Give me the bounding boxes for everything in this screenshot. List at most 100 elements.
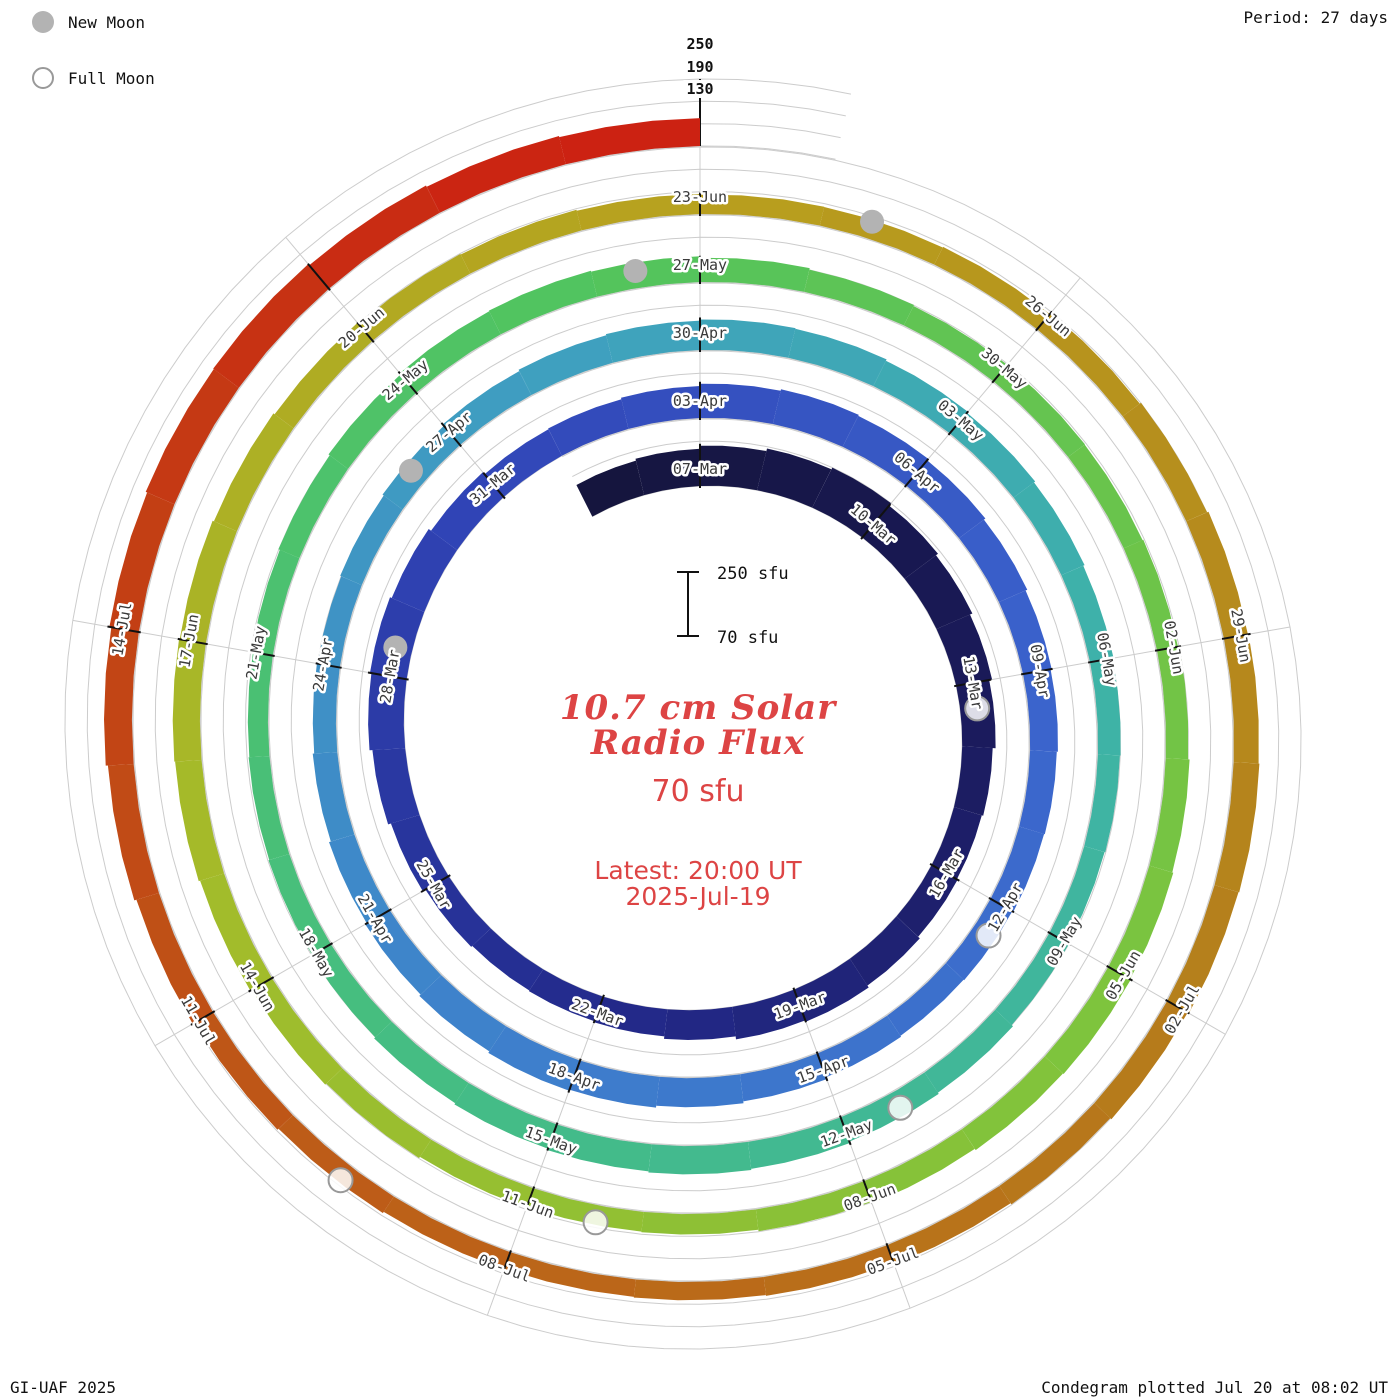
flux-segment [340,495,403,586]
flux-segment [472,928,544,991]
date-label: 03-Apr [673,392,727,410]
flux-segment [896,864,958,937]
flux-segment [794,958,869,1022]
new-moon-icon [32,11,54,33]
flux-segment [931,807,982,880]
flux-segment [425,876,491,947]
flux-segment [1049,846,1105,944]
date-label: 23-Jun [673,188,727,206]
flux-segment [109,492,175,632]
day-tick [307,263,331,291]
flux-segment [368,673,407,751]
scale-bar-min-label: 70 sfu [717,628,779,648]
flux-segment [484,429,562,497]
day-tick [315,662,342,669]
flux-segment [175,760,224,882]
scale-bar-max-label: 250 sfu [717,564,789,584]
flux-segment [1084,754,1120,853]
flux-segment [656,1074,744,1108]
flux-segment [274,322,373,429]
flux-segment [383,1196,511,1270]
day-tick [364,908,392,926]
flux-segment [391,529,457,612]
day-tick [592,994,605,1024]
flux-segment [1044,966,1131,1074]
flux-segment [700,257,810,292]
day-tick [546,1122,559,1151]
day-tick [1020,667,1053,676]
flux-segment [873,360,968,434]
flux-segment [365,910,442,995]
day-tick [815,1051,829,1082]
legend-full-moon-label: Full Moon [68,68,155,88]
new-moon-marker [623,259,648,284]
flux-segment [906,460,986,539]
day-tick [839,1115,852,1146]
flux-segment [1122,402,1208,522]
flux-segment [1167,885,1239,1014]
flux-segment [559,118,700,165]
flux-segment [309,185,440,289]
flux-segment [1068,444,1143,549]
legend-full-moon: Full Moon [32,66,155,90]
plotted-timestamp: Condegram plotted Jul 20 at 08:02 UT [1041,1378,1388,1397]
flux-segment [251,549,300,656]
flux-segment [312,663,340,754]
day-tick [482,472,506,500]
day-tick [1106,964,1133,982]
day-tick [177,637,208,646]
day-tick [1154,645,1182,652]
flux-segment [849,916,920,986]
flux-segment [328,374,417,469]
flux-segment [648,1141,752,1175]
flux-segment [664,1006,736,1040]
flux-segment [504,1252,636,1297]
flux-segment [748,1117,850,1169]
flux-segment [1094,1000,1188,1120]
flux-segment [1013,482,1085,576]
flux-segment [179,520,237,644]
day-tick [954,678,992,688]
flux-segment [1037,312,1140,417]
flux-segment [454,1083,557,1149]
flux-segment [763,1245,894,1296]
chart-title-line2: Radio Flux [590,723,806,763]
day-tick [567,1058,582,1093]
flux-segment [431,472,504,551]
day-tick [1047,930,1072,946]
flux-segment [700,194,825,226]
new-moon-marker [860,209,885,234]
day-tick [1165,998,1190,1015]
flux-segment [312,752,355,842]
latest-timestamp: Latest: 20:00 UT 2025-Jul-19 [594,858,801,910]
flux-segment [1023,669,1058,752]
flux-segment [419,975,506,1052]
flux-segment [390,815,449,892]
day-tick [947,410,970,436]
flux-segment [251,978,343,1085]
flux-segment [862,505,938,579]
flux-segment [488,1026,580,1091]
flux-segment [268,854,331,955]
flux-segment [576,193,700,231]
date-label: 27-May [673,256,727,274]
latest-date-line: 2025-Jul-19 [625,882,771,911]
day-tick [248,976,275,993]
flux-segment [949,412,1036,498]
current-flux-value: 70 sfu [651,774,745,809]
day-tick [309,942,334,957]
flux-segment [842,415,929,486]
flux-segment [548,399,629,456]
scale-bar-bottom-cap [677,635,699,637]
flux-segment [621,386,700,429]
flux-segment [812,467,892,538]
flux-segment [518,335,613,395]
flux-segment [317,576,362,668]
flux-segment [594,996,668,1037]
flux-segment [419,1139,534,1208]
flux-segment [528,969,604,1022]
flux-segment [700,319,796,358]
flux-segment [358,253,471,341]
legend-new-moon: New Moon [32,10,145,34]
